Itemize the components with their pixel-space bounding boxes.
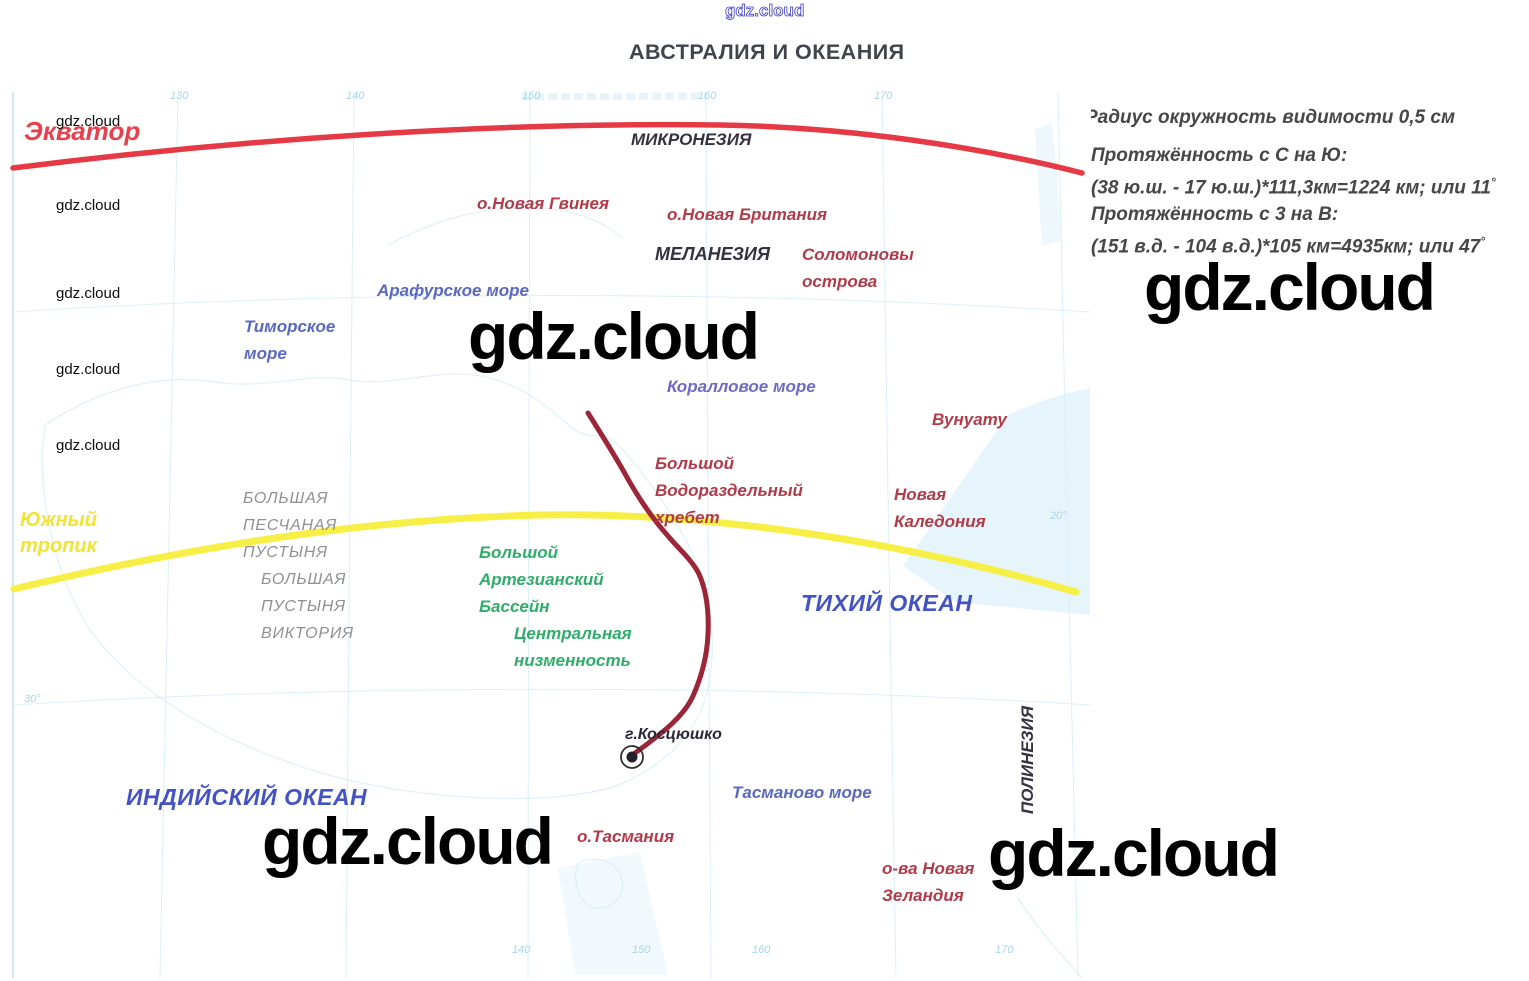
grid-label: 160	[752, 944, 771, 956]
equator-line	[10, 121, 1085, 176]
grid-label: 130	[170, 90, 189, 102]
label-micronesia: МИКРОНЕЗИЯ	[631, 130, 752, 149]
kosciuszko-marker-icon	[620, 745, 644, 769]
label-coral-sea: Коралловое море	[667, 377, 816, 396]
label-dividing-range: Большой Водораздельный хребет	[655, 454, 803, 527]
watermark-small: gdz.cloud	[56, 113, 121, 130]
watermark-small: gdz.cloud	[56, 437, 121, 454]
watermark-center: gdz.cloud	[468, 299, 760, 373]
label-central-lowland: Центральная низменность	[514, 624, 632, 670]
label-tasman-sea: Тасманово море	[732, 783, 872, 802]
label-equator: Экватор	[24, 116, 141, 146]
label-new-caledonia: Новая Каледония	[894, 485, 986, 531]
grid-label: 20°	[1050, 510, 1067, 522]
grid-label: 140	[512, 944, 531, 956]
watermark-bottom-right: gdz.cloud	[988, 816, 1280, 890]
note-ns-heading: Протяжённость с С на Ю:	[1091, 145, 1348, 166]
measurement-notes: Радиус окружность видимости 0,5 см Протя…	[1091, 104, 1529, 261]
tropic-line	[10, 511, 1080, 596]
page-title: АВСТРАЛИЯ И ОКЕАНИЯ	[629, 40, 905, 64]
label-indian-ocean: ИНДИЙСКИЙ ОКЕАН	[126, 784, 368, 810]
label-solomon-islands: Соломоновы острова	[802, 245, 914, 291]
watermark-small: gdz.cloud	[56, 285, 121, 302]
watermark-top: gdz.cloud	[725, 1, 805, 21]
grid-label: 170	[874, 90, 893, 102]
grid-label: 160	[698, 90, 717, 102]
label-melanesia: МЕЛАНЕЗИЯ	[655, 244, 770, 264]
faint-attribution-text	[521, 92, 707, 101]
label-arafura-sea: Арафурское море	[377, 281, 530, 300]
label-pacific-ocean: ТИХИЙ ОКЕАН	[801, 590, 973, 616]
label-tasmania: о.Тасмания	[577, 827, 675, 846]
grid-label: 30°	[24, 693, 41, 705]
label-timor-sea: Тиморское море	[244, 317, 336, 363]
degree-sign: °	[1480, 234, 1486, 249]
note-we-calc: (151 в.д. - 104 в.д.)*105 км=4935км; или…	[1091, 234, 1486, 258]
watermark-small: gdz.cloud	[56, 361, 121, 378]
label-new-zealand: о-ва Новая Зеландия	[882, 859, 975, 905]
note-visibility-radius: Радиус окружность видимости 0,5 см	[1091, 107, 1455, 128]
label-victoria-desert: БОЛЬШАЯ ПУСТЫНЯ ВИКТОРИЯ	[261, 571, 354, 642]
watermark-right: gdz.cloud	[1144, 250, 1436, 324]
label-artesian-basin: Большой Артезианский Бассейн	[479, 543, 604, 616]
watermark-bottom-left: gdz.cloud	[262, 804, 554, 878]
label-new-britain: о.Новая Британия	[667, 205, 828, 224]
coastlines	[41, 207, 1083, 979]
degree-sign: °	[1490, 175, 1496, 189]
label-southern-tropic: Южный тропик	[20, 509, 97, 557]
grid-label: 170	[995, 944, 1014, 956]
note-ns-calc: (38 ю.ш. - 17 ю.ш.)*111,3км=1224 км; или…	[1091, 175, 1496, 199]
grid-label: 140	[346, 90, 365, 102]
grid-label: 150	[632, 944, 651, 956]
sea-shading	[558, 122, 1090, 975]
note-we-heading: Протяжённость с 3 на В:	[1091, 204, 1339, 226]
graticule	[12, 91, 1091, 979]
grid-label: 150	[522, 90, 541, 102]
label-vanuatu: Вунуату	[932, 410, 1007, 429]
label-new-guinea: о.Новая Гвинея	[477, 194, 609, 213]
label-polynesia: ПОЛИНЕЗИЯ	[1018, 705, 1037, 814]
dividing-range-line	[585, 410, 711, 756]
label-kosciuszko: г.Косцюшко	[625, 726, 722, 743]
watermark-small: gdz.cloud	[56, 197, 121, 214]
label-sandy-desert: БОЛЬШАЯ ПЕСЧАНАЯ ПУСТЫНЯ	[243, 490, 338, 561]
